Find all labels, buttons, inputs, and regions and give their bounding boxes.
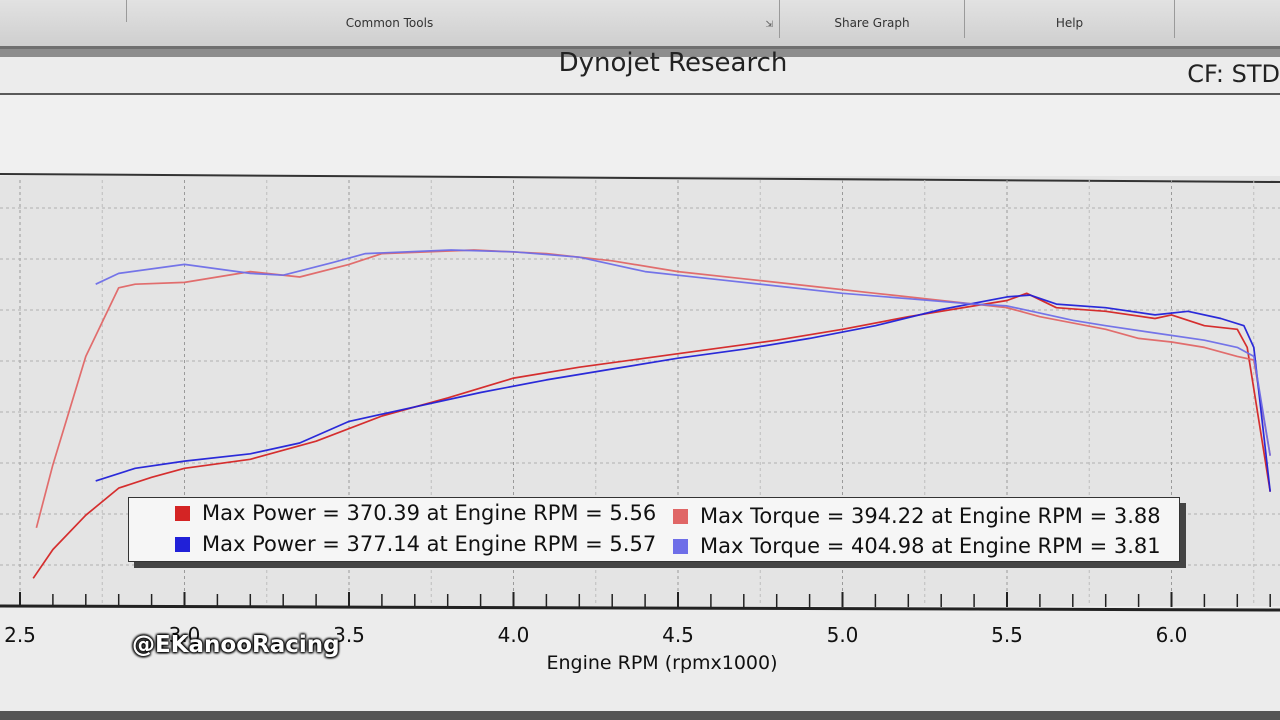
x-tick-label: 4.5	[662, 623, 694, 647]
plot-top-border	[0, 173, 1280, 183]
x-tick-label: 2.5	[4, 623, 36, 647]
series-line-4	[95, 249, 1272, 456]
graph-header	[0, 93, 1280, 177]
legend-item-power-blue: Max Power = 377.14 at Engine RPM = 5.57	[175, 532, 656, 556]
x-tick-label: 3.0	[169, 623, 201, 647]
legend-text: Max Torque = 394.22 at Engine RPM = 3.88	[700, 504, 1161, 528]
x-axis-ticks: 2.5 3.0 3.5 4.0 4.5 5.0 5.5 6.0	[4, 592, 1271, 647]
toolbar-separator	[0, 49, 1280, 57]
dialog-launcher-icon[interactable]: ⇲	[765, 20, 773, 30]
legend-item-torque-blue: Max Torque = 404.98 at Engine RPM = 3.81	[673, 534, 1161, 558]
series-layer	[32, 249, 1272, 579]
correction-factor-label: CF: STD	[1187, 60, 1280, 88]
series-line-1	[32, 292, 1272, 579]
common-tools-label: Common Tools	[345, 16, 434, 30]
legend-text: Max Power = 377.14 at Engine RPM = 5.57	[202, 532, 657, 556]
series-line-2	[35, 249, 1272, 529]
graph-title: Dynojet Research	[558, 48, 788, 78]
watermark-text: @EKanooRacing	[132, 632, 340, 658]
legend-swatch	[673, 538, 688, 554]
legend-item-power-red: Max Power = 370.39 at Engine RPM = 5.56	[175, 501, 656, 525]
legend: Max Power = 370.39 at Engine RPM = 5.56 …	[128, 497, 1180, 562]
legend-swatch	[175, 536, 190, 552]
x-tick-label: 5.0	[827, 623, 859, 647]
toolbar-divider	[126, 0, 127, 22]
legend-item-torque-red: Max Torque = 394.22 at Engine RPM = 3.88	[673, 504, 1161, 528]
x-axis-label: Engine RPM (rpmx1000)	[546, 652, 777, 674]
share-graph-label: Share Graph	[834, 16, 910, 30]
x-tick-label: 4.0	[498, 623, 530, 647]
common-tools-group[interactable]: Common Tools ⇲	[0, 0, 780, 38]
help-label: Help	[1055, 16, 1084, 30]
legend-text: Max Torque = 404.98 at Engine RPM = 3.81	[700, 534, 1161, 558]
x-tick-label: 6.0	[1156, 623, 1188, 647]
x-tick-label: 5.5	[991, 623, 1023, 647]
help-group[interactable]: Help	[965, 0, 1175, 38]
share-graph-group[interactable]: Share Graph	[780, 0, 965, 38]
x-tick-label: 3.5	[333, 623, 365, 647]
legend-text: Max Power = 370.39 at Engine RPM = 5.56	[202, 501, 657, 525]
legend-swatch	[673, 508, 688, 524]
legend-swatch	[175, 505, 190, 521]
x-axis-line	[0, 604, 1280, 612]
window-bottom-edge	[0, 711, 1280, 720]
series-line-3	[95, 294, 1272, 492]
ribbon-toolbar: Common Tools ⇲ Share Graph Help	[0, 0, 1280, 49]
